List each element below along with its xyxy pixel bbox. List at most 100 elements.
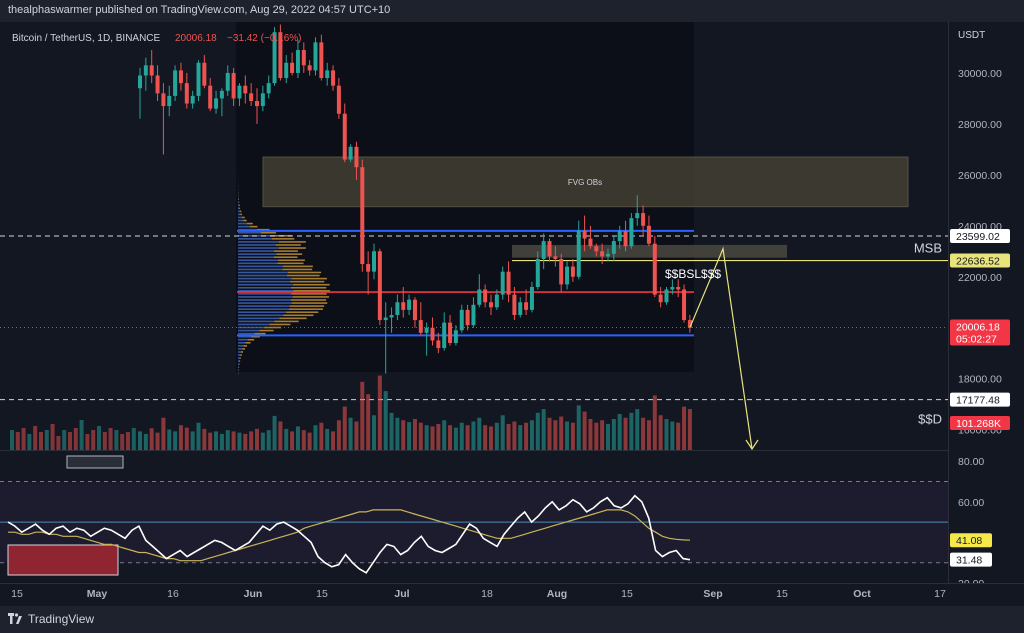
volume-bar xyxy=(682,406,687,450)
candle-body xyxy=(594,246,599,252)
vp-bar xyxy=(238,286,291,289)
volume-bar xyxy=(547,417,552,450)
chart-canvas[interactable]: FVG OBs $$BSL$$$ MSB $$D USDT16000.0018000… xyxy=(0,22,1024,606)
vp-bar xyxy=(239,204,240,207)
candle-body xyxy=(570,266,575,277)
rsi-tick: 60.00 xyxy=(958,497,984,509)
volume-bar xyxy=(39,432,43,450)
tradingview-brand: TradingView xyxy=(28,612,95,626)
candle-body xyxy=(682,289,687,321)
vp-bar xyxy=(238,351,241,353)
vp-bar xyxy=(273,256,298,258)
pane-control-box[interactable] xyxy=(66,455,124,469)
vp-bar xyxy=(238,299,291,301)
candle-body xyxy=(500,271,505,295)
candle-body xyxy=(635,213,640,219)
candle-body xyxy=(617,230,622,242)
price-tag xyxy=(950,253,1010,268)
candle-body xyxy=(149,65,154,76)
volume-bar xyxy=(190,431,195,450)
candle-body xyxy=(249,93,254,101)
time-tick: 15 xyxy=(776,588,788,600)
volume-bar xyxy=(219,433,224,450)
vp-bar xyxy=(238,293,292,295)
candle-body xyxy=(354,146,359,168)
candle-body xyxy=(442,322,447,349)
volume-bar xyxy=(44,430,49,450)
candle-body xyxy=(658,294,663,303)
footer-bar: TradingView xyxy=(0,606,1024,633)
vp-bar xyxy=(291,277,327,280)
vp-bar xyxy=(277,262,304,265)
vp-bar xyxy=(238,283,293,286)
vp-bar xyxy=(238,314,284,317)
candle-body xyxy=(512,294,517,315)
volume-bar xyxy=(559,416,564,450)
vp-bar xyxy=(290,299,327,301)
candle-body xyxy=(412,299,417,321)
candle-body xyxy=(582,230,587,239)
vp-bar xyxy=(239,210,242,213)
vp-bar xyxy=(240,351,243,353)
vp-bar xyxy=(245,342,251,344)
countdown-label: 05:02:27 xyxy=(956,334,997,346)
price-tick: 26000.00 xyxy=(958,170,1002,182)
volume-bar xyxy=(588,419,593,450)
vp-bar xyxy=(249,225,258,228)
volume-bar xyxy=(611,419,616,450)
candle-body xyxy=(664,289,669,303)
rsi-ma-tag xyxy=(950,533,992,548)
volume-bar xyxy=(424,425,429,450)
volume-bar xyxy=(676,422,681,450)
candle-body xyxy=(360,167,365,265)
vp-bar xyxy=(238,271,288,274)
vp-bar xyxy=(238,265,283,268)
vp-bar xyxy=(238,256,274,258)
volume-bar xyxy=(617,414,622,450)
volume-bar xyxy=(594,422,599,450)
candle-body xyxy=(559,258,564,285)
volume-bar xyxy=(149,428,154,450)
candle-body xyxy=(342,113,347,160)
vp-bar xyxy=(278,247,306,249)
volume-bar xyxy=(342,406,347,450)
candle-body xyxy=(167,95,172,107)
volume-bar xyxy=(56,436,61,450)
volume-bar xyxy=(442,420,447,450)
volume-bar xyxy=(652,395,657,450)
volume-bar xyxy=(570,422,575,450)
volume-bar xyxy=(10,430,14,450)
vp-bar xyxy=(239,207,241,210)
candle-body xyxy=(687,320,692,328)
volume-bar xyxy=(21,428,26,450)
volume-bar xyxy=(354,421,359,450)
volume-bar xyxy=(494,422,499,450)
candle-body xyxy=(494,294,499,308)
vp-bar xyxy=(238,360,240,362)
vp-bar xyxy=(260,231,277,234)
candle-body xyxy=(325,70,330,79)
candle-body xyxy=(138,75,142,89)
vp-bar xyxy=(238,216,243,219)
vp-bar xyxy=(238,198,239,200)
volume-bar xyxy=(27,434,32,450)
vp-bar xyxy=(279,317,307,320)
volume-bar xyxy=(231,431,236,450)
candle-body xyxy=(231,72,236,99)
candle-body xyxy=(436,340,441,349)
vp-bar xyxy=(238,302,292,304)
volume-bar xyxy=(202,428,207,450)
candle-body xyxy=(535,258,540,287)
vp-bar xyxy=(254,332,266,335)
volume-bar xyxy=(529,420,534,450)
time-tick: 15 xyxy=(11,588,23,600)
candle-body xyxy=(331,70,336,86)
vp-bar xyxy=(238,250,274,252)
volume-bar xyxy=(155,432,160,450)
volume-bar xyxy=(635,409,640,450)
candle-body xyxy=(600,251,605,257)
volume-bar xyxy=(541,409,546,450)
volume-bar xyxy=(290,431,295,450)
vp-bar xyxy=(238,363,239,365)
